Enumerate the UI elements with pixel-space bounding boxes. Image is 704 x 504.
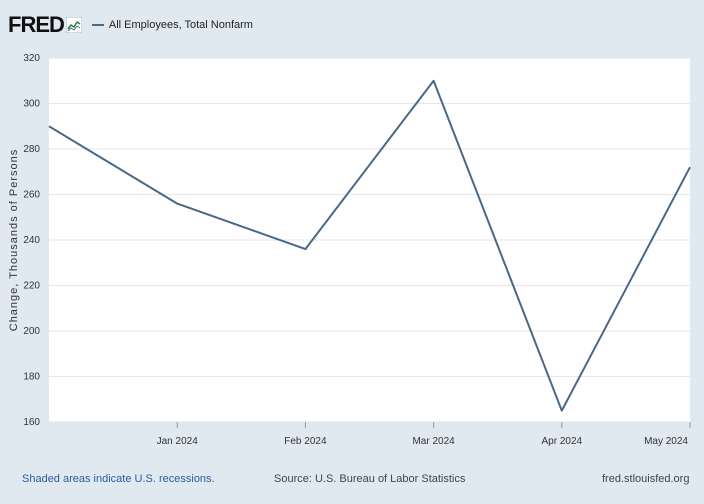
x-tick-label: Feb 2024	[284, 436, 327, 447]
data-point	[560, 409, 564, 413]
data-point	[303, 247, 307, 251]
fred-site-link[interactable]: fred.stlouisfed.org	[602, 473, 690, 485]
y-tick-label: 300	[23, 99, 40, 110]
y-axis-label: Change, Thousands of Persons	[8, 149, 20, 332]
data-point	[47, 124, 51, 128]
x-axis-ticks: Jan 2024 Feb 2024 Mar 2024 Apr 2024 May 2024	[157, 422, 691, 447]
y-tick-label: 280	[23, 144, 40, 155]
y-axis-ticks: 160 180 200 220 240 260 280 300 320	[23, 53, 40, 428]
recession-note-link[interactable]: Shaded areas indicate U.S. recessions.	[22, 473, 215, 485]
data-point	[175, 202, 179, 206]
fred-chart-icon	[65, 17, 82, 33]
series-line	[48, 79, 691, 412]
series-group	[47, 79, 692, 413]
x-tick-label: Mar 2024	[412, 436, 455, 447]
grid-lines	[49, 57, 690, 423]
legend: All Employees, Total Nonfarm	[91, 19, 253, 31]
legend-label: All Employees, Total Nonfarm	[108, 19, 253, 31]
data-point	[688, 165, 692, 169]
fred-logo[interactable]: FRED	[8, 12, 82, 38]
x-tick-label: May 2024	[644, 436, 688, 447]
legend-swatch	[91, 24, 104, 26]
y-tick-label: 160	[23, 417, 40, 428]
y-tick-label: 220	[23, 281, 40, 292]
x-tick-label: Jan 2024	[157, 436, 199, 447]
y-tick-label: 180	[23, 372, 40, 383]
y-tick-label: 320	[23, 53, 40, 64]
data-point	[432, 79, 436, 83]
line-chart: 160 180 200 220 240 260 280 300 320 Jan 2024 Feb …	[8, 53, 692, 447]
y-tick-label: 200	[23, 326, 40, 337]
x-tick-label: Apr 2024	[542, 436, 583, 447]
chart-header: FRED All Employees, Total Nonfarm	[8, 10, 253, 40]
y-tick-label: 260	[23, 190, 40, 201]
source-note: Source: U.S. Bureau of Labor Statistics	[274, 473, 466, 485]
y-tick-label: 240	[23, 235, 40, 246]
logo-text: FRED	[8, 12, 65, 37]
